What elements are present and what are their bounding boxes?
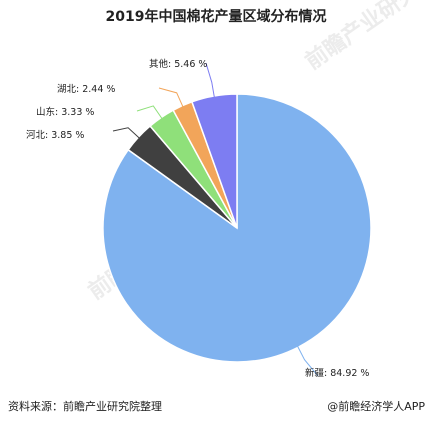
leader-line-山东: [136, 105, 163, 120]
slice-label-其他: 其他: 5.46 %: [149, 58, 207, 70]
slice-labels: 新疆: 84.92 % 河北: 3.85 % 山东: 3.33 % 湖北: 2.44 …: [26, 58, 369, 379]
chart-title: 2019年中国棉花产量区域分布情况: [106, 8, 327, 25]
slice-label-湖北: 湖北: 2.44 %: [57, 84, 115, 95]
leader-lines: [112, 62, 319, 377]
slice-label-新疆: 新疆: 84.92 %: [305, 367, 369, 379]
leader-line-湖北: [158, 87, 184, 108]
slice-label-山东: 山东: 3.33 %: [36, 106, 94, 118]
leader-line-河北: [112, 127, 141, 139]
leader-line-新疆: [296, 345, 319, 377]
pie-slices: [102, 93, 372, 363]
source-note: 资料来源：前瞻产业研究院整理: [8, 399, 162, 413]
leader-line-其他: [205, 62, 215, 99]
credit-note: @前瞻经济学人APP: [327, 399, 425, 413]
slice-label-河北: 河北: 3.85 %: [26, 129, 84, 141]
